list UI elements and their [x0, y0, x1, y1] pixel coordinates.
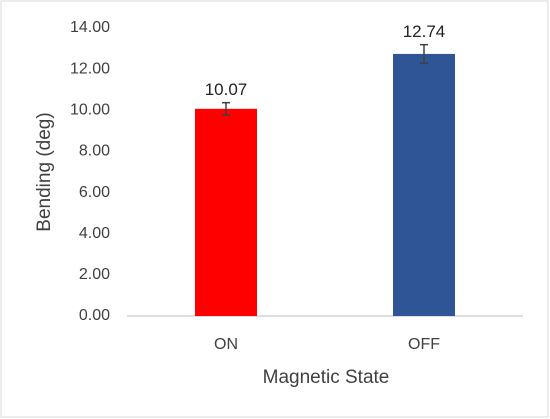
x-tick-label: ON — [214, 336, 238, 353]
y-tick-label: 12.00 — [70, 60, 110, 77]
y-tick-label: 14.00 — [70, 19, 110, 36]
bar — [393, 53, 455, 317]
x-tick-label: OFF — [408, 336, 440, 353]
x-axis-title: Magnetic State — [263, 367, 390, 388]
y-tick-label: 8.00 — [79, 143, 110, 160]
y-tick-label: 4.00 — [79, 225, 110, 242]
y-tick-label: 2.00 — [79, 266, 110, 283]
y-tick-label: 6.00 — [79, 184, 110, 201]
y-tick-label: 10.00 — [70, 102, 110, 119]
value-label: 12.74 — [403, 22, 446, 41]
y-axis-title: Bending (deg) — [34, 112, 55, 231]
y-tick-label: 0.00 — [79, 307, 110, 324]
value-label: 10.07 — [205, 80, 248, 99]
bar — [195, 108, 257, 317]
